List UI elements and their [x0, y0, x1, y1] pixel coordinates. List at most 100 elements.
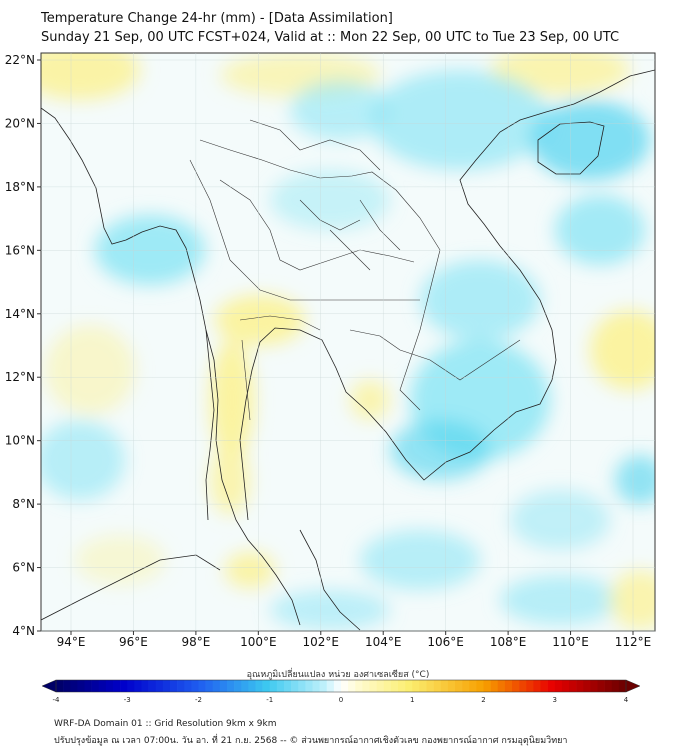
- lat-tick-label: 8°N: [12, 497, 35, 511]
- lat-tick-label: 6°N: [12, 561, 35, 575]
- colorbar-bin: [390, 680, 399, 692]
- colorbar-outline: [55, 679, 627, 693]
- field-blob: [210, 445, 250, 515]
- field-blob: [555, 195, 645, 265]
- colorbar-bin: [540, 680, 548, 692]
- colorbar-bin: [219, 680, 228, 692]
- field-blob: [41, 420, 125, 500]
- field-blob: [270, 170, 390, 230]
- colorbar-bin: [333, 680, 342, 692]
- colorbar-bin: [576, 680, 584, 692]
- colorbar-bin: [234, 680, 242, 692]
- colorbar-bin: [84, 680, 92, 692]
- colorbar-bin: [569, 680, 577, 692]
- colorbar-bin: [241, 680, 249, 692]
- colorbar-bin: [447, 680, 456, 692]
- lat-tick-label: 10°N: [5, 434, 35, 448]
- colorbar-bin: [284, 680, 292, 692]
- colorbar-bin: [56, 680, 64, 692]
- field-blob: [610, 570, 655, 630]
- map-axes: 22°N 20°N 18°N 16°N 14°N 12°N 10°N 8°N 6°N 4°N 94°…: [5, 53, 655, 649]
- coastline-sumatra: [41, 554, 221, 621]
- colorbar-tick-label: 4: [624, 696, 629, 704]
- colorbar-bin: [141, 680, 149, 692]
- colorbar-bin: [184, 680, 192, 692]
- colorbar-bin: [419, 680, 427, 692]
- colorbar-bin: [583, 680, 591, 692]
- coastline-peninsula-west: [205, 329, 301, 626]
- colorbar-bin: [398, 680, 406, 692]
- field-blob: [510, 490, 610, 550]
- lat-tick-label: 12°N: [5, 370, 35, 384]
- colorbar-bin: [227, 680, 235, 692]
- colorbar-bin: [497, 680, 506, 692]
- colorbar-bin: [127, 680, 135, 692]
- colorbar-bin: [70, 680, 78, 692]
- colorbar-bin: [91, 680, 100, 692]
- admin-borders: [189, 119, 521, 421]
- colorbar-bin: [291, 680, 299, 692]
- colorbar-bin: [305, 680, 313, 692]
- colorbar-bin: [483, 680, 491, 692]
- field-blob: [350, 380, 390, 420]
- field-blob: [95, 215, 205, 285]
- colorbar-bin: [262, 680, 271, 692]
- field-blob: [420, 260, 540, 340]
- colorbar-bin: [98, 680, 107, 692]
- colorbar-bin: [269, 680, 278, 692]
- field-blob: [270, 590, 390, 630]
- colorbar-bin: [341, 680, 349, 692]
- lat-tick-label: 20°N: [5, 116, 35, 130]
- coastline-myanmar: [41, 107, 215, 521]
- colorbar-bin: [433, 680, 442, 692]
- colorbar-bin: [298, 680, 306, 692]
- lat-tick-label: 16°N: [5, 243, 35, 257]
- colorbar-bin: [512, 680, 520, 692]
- colorbar-bin: [348, 680, 356, 692]
- colorbar-min-extend: [41, 679, 57, 693]
- colorbar-bin: [162, 680, 171, 692]
- footer-line-1: WRF-DA Domain 01 :: Grid Resolution 9km …: [54, 719, 277, 729]
- lon-tick-label: 94°E: [57, 635, 86, 649]
- lon-tick-label: 102°E: [303, 635, 340, 649]
- lon-tick-label: 108°E: [490, 635, 527, 649]
- colorbar-bin: [255, 680, 263, 692]
- colorbar-bin: [476, 680, 484, 692]
- colorbar-bin: [376, 680, 385, 692]
- colorbar-bin: [426, 680, 434, 692]
- colorbar-bin: [455, 680, 463, 692]
- field-blob: [41, 53, 140, 100]
- colorbar-title: อุณหภูมิเปลี่ยนแปลง หน่วย องศาเซลเซียส (…: [246, 670, 430, 680]
- colorbar-bin: [561, 680, 570, 692]
- colorbar-bin: [319, 680, 328, 692]
- colorbar-tick-label: -2: [195, 696, 202, 704]
- lat-tick-label: 4°N: [12, 624, 35, 638]
- colorbar-bin: [326, 680, 335, 692]
- colorbar-bin: [355, 680, 363, 692]
- map-subtitle: Sunday 21 Sep, 00 UTC FCST+024, Valid at…: [41, 30, 620, 45]
- colorbar-bin: [462, 680, 470, 692]
- colorbar-bin: [469, 680, 477, 692]
- lat-tick-label: 14°N: [5, 307, 35, 321]
- colorbar-tick-label: 0: [339, 696, 343, 704]
- field-blob: [490, 53, 630, 95]
- colorbar-bin: [120, 680, 128, 692]
- colorbar-bin: [155, 680, 164, 692]
- field-blob: [290, 80, 390, 140]
- colorbar-bin: [148, 680, 157, 692]
- lat-tick-label: 18°N: [5, 180, 35, 194]
- colorbar-bin: [77, 680, 85, 692]
- colorbar-bin: [212, 680, 221, 692]
- lon-tick-label: 96°E: [119, 635, 148, 649]
- colorbar-bin: [177, 680, 185, 692]
- colorbar-bin: [362, 680, 370, 692]
- field-blob: [215, 295, 305, 345]
- field-blob: [75, 535, 165, 585]
- colorbar-bin: [526, 680, 534, 692]
- colorbar-bin: [412, 680, 420, 692]
- field-blob: [370, 70, 550, 170]
- colorbar-bin: [554, 680, 563, 692]
- colorbar-bin: [369, 680, 377, 692]
- colorbar-bin: [312, 680, 320, 692]
